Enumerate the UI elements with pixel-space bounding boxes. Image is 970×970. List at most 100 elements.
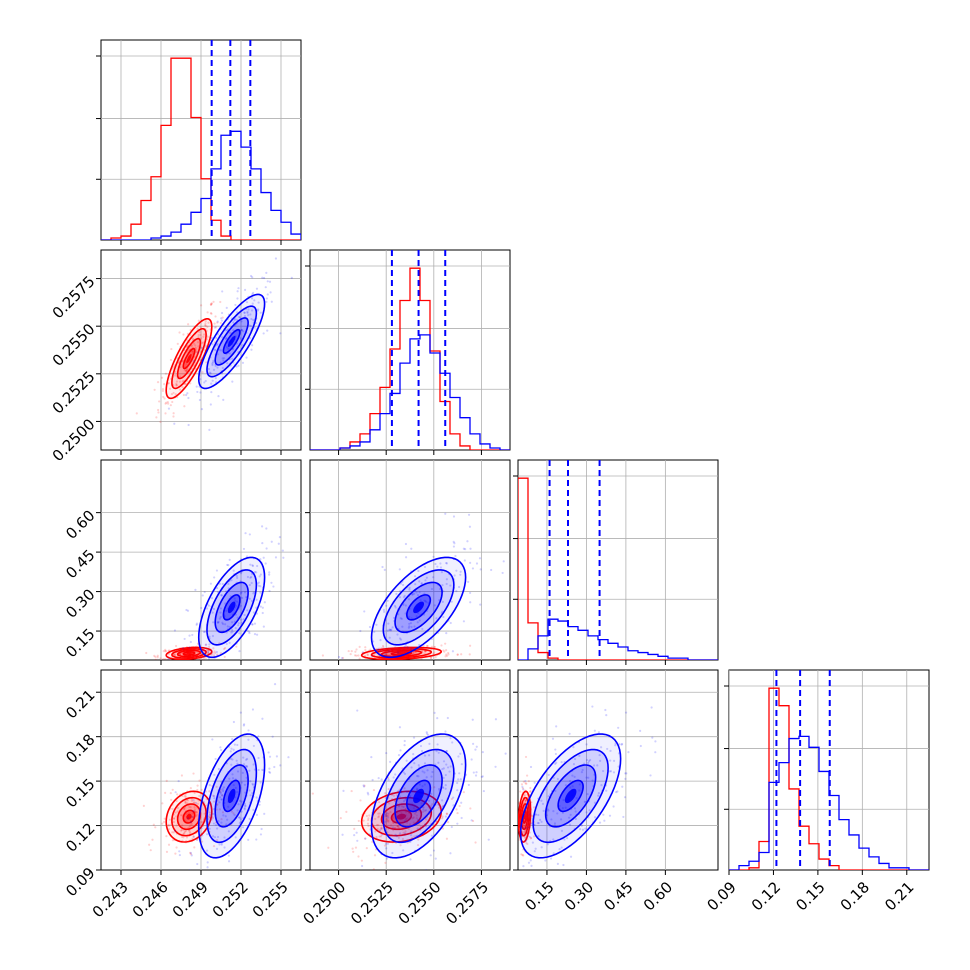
scatter-point-blue xyxy=(423,565,427,569)
scatter-point-blue xyxy=(624,772,627,775)
scatter-point-blue xyxy=(587,761,590,765)
scatter-point-blue xyxy=(191,633,194,637)
scatter-point-red xyxy=(182,393,185,397)
scatter-point-blue xyxy=(233,743,236,746)
scatter-point-blue xyxy=(216,621,219,624)
scatter-point-red xyxy=(183,807,186,811)
scatter-point-blue xyxy=(231,777,235,780)
scatter-point-red xyxy=(163,662,165,664)
scatter-point-blue xyxy=(234,303,237,307)
scatter-point-blue xyxy=(190,854,193,857)
scatter-point-blue xyxy=(452,540,455,543)
scatter-point-blue xyxy=(219,349,223,352)
scatter-point-red xyxy=(360,859,363,862)
scatter-point-blue xyxy=(609,749,612,752)
y-tick-label: 0.15 xyxy=(62,625,98,661)
scatter-point-red xyxy=(213,650,216,653)
scatter-point-blue xyxy=(203,656,206,659)
scatter-point-blue xyxy=(187,423,190,427)
scatter-point-blue xyxy=(337,655,341,659)
scatter-point-red xyxy=(152,823,155,826)
scatter-point-blue xyxy=(592,764,596,767)
x-tick-label: 0.2575 xyxy=(442,878,492,928)
x-tick-label: 0.252 xyxy=(209,878,252,921)
scatter-point-blue xyxy=(395,835,399,838)
scatter-point-blue xyxy=(425,732,429,735)
scatter-point-red xyxy=(378,812,381,815)
scatter-point-blue xyxy=(478,557,482,560)
scatter-point-red xyxy=(190,344,194,347)
scatter-point-blue xyxy=(206,866,209,869)
scatter-point-blue xyxy=(260,827,263,831)
scatter-point-blue xyxy=(572,763,576,766)
density-peak-red xyxy=(186,813,192,820)
scatter-point-blue xyxy=(449,737,452,740)
scatter-point-blue xyxy=(418,643,421,647)
scatter-point-blue xyxy=(265,297,269,300)
scatter-point-blue xyxy=(420,749,424,753)
scatter-point-red xyxy=(202,335,205,338)
scatter-point-blue xyxy=(257,735,260,738)
scatter-point-red xyxy=(206,311,209,314)
scatter-point-blue xyxy=(416,827,419,830)
scatter-point-red xyxy=(193,801,196,804)
scatter-point-blue xyxy=(236,297,239,300)
scatter-point-red xyxy=(365,814,368,818)
scatter-point-red xyxy=(169,792,172,795)
scatter-point-blue xyxy=(211,634,215,638)
scatter-point-blue xyxy=(188,646,191,649)
scatter-point-blue xyxy=(540,846,543,849)
scatter-point-blue xyxy=(237,803,240,806)
scatter-point-blue xyxy=(266,329,269,332)
scatter-point-blue xyxy=(206,878,208,880)
scatter-point-blue xyxy=(384,653,387,656)
scatter-point-red xyxy=(386,814,389,817)
scatter-point-blue xyxy=(239,818,242,821)
scatter-point-red xyxy=(367,824,370,828)
scatter-point-blue xyxy=(262,625,265,628)
scatter-point-red xyxy=(431,803,434,806)
scatter-point-blue xyxy=(201,834,204,837)
panel-content xyxy=(729,670,929,870)
scatter-point-red xyxy=(421,810,425,813)
scatter-point-red xyxy=(455,808,458,811)
scatter-point-red xyxy=(412,651,415,655)
scatter-point-red xyxy=(396,824,399,828)
scatter-point-red xyxy=(391,816,395,819)
scatter-point-blue xyxy=(203,590,206,594)
scatter-point-blue xyxy=(192,799,195,802)
scatter-point-blue xyxy=(530,864,533,867)
scatter-point-red xyxy=(413,812,417,815)
histogram-red xyxy=(310,267,510,450)
scatter-point-blue xyxy=(209,582,212,585)
scatter-point-blue xyxy=(268,767,271,770)
scatter-point-red xyxy=(189,806,192,809)
scatter-point-blue xyxy=(237,364,240,367)
scatter-point-red xyxy=(397,836,400,839)
scatter-point-red xyxy=(162,820,166,824)
scatter-point-blue xyxy=(649,774,652,777)
scatter-point-blue xyxy=(239,711,242,714)
scatter-point-blue xyxy=(245,757,249,761)
scatter-point-blue xyxy=(418,591,421,594)
scatter-point-red xyxy=(357,654,360,657)
scatter-point-blue xyxy=(528,825,531,829)
scatter-point-red xyxy=(212,800,216,803)
scatter-point-blue xyxy=(458,585,461,589)
scatter-point-blue xyxy=(240,618,243,621)
scatter-point-blue xyxy=(621,742,624,746)
scatter-point-blue xyxy=(445,578,448,581)
scatter-point-red xyxy=(388,665,390,667)
scatter-point-red xyxy=(218,808,222,811)
scatter-point-red xyxy=(205,361,208,364)
scatter-point-blue xyxy=(211,343,214,346)
scatter-point-blue xyxy=(273,765,276,769)
scatter-point-red xyxy=(189,832,192,835)
scatter-point-blue xyxy=(426,733,430,737)
scatter-point-blue xyxy=(605,713,608,717)
scatter-point-blue xyxy=(220,317,223,320)
scatter-point-blue xyxy=(195,838,198,841)
scatter-point-blue xyxy=(287,756,290,759)
scatter-panel-3-1 xyxy=(305,669,511,875)
scatter-point-blue xyxy=(400,617,403,620)
